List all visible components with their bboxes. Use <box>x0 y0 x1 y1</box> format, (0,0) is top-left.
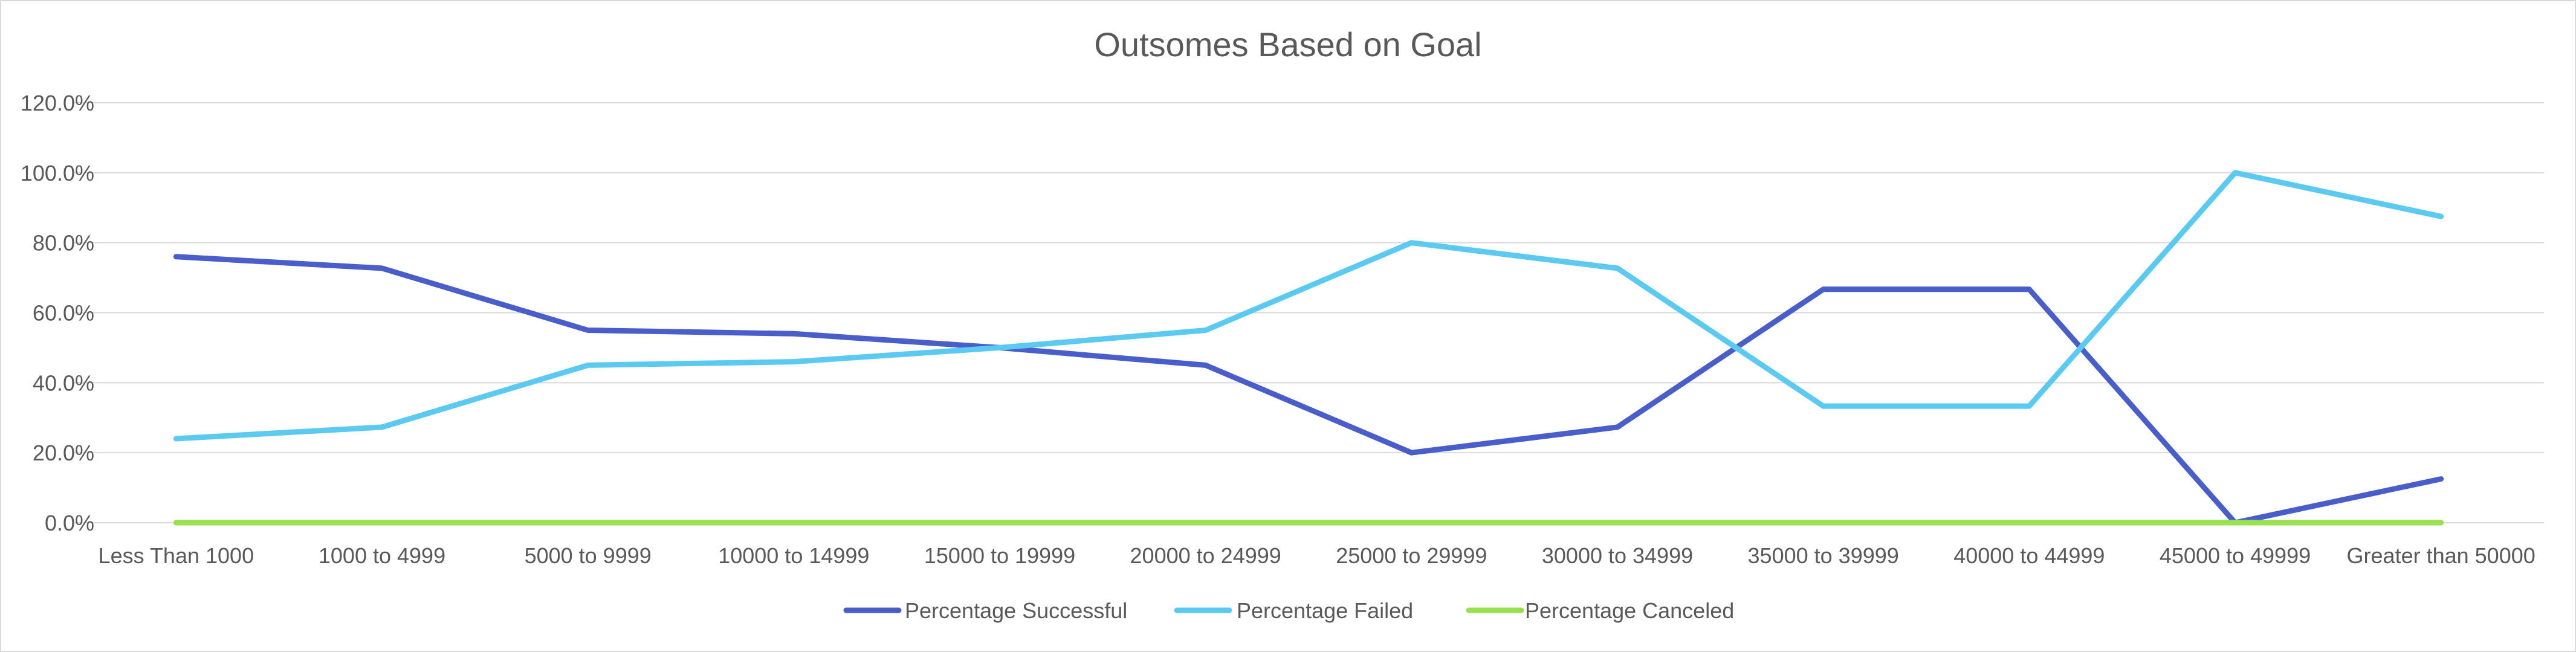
legend-label: Percentage Failed <box>1237 598 1413 623</box>
y-tick-label: 60.0% <box>33 301 94 326</box>
y-tick-label: 20.0% <box>33 441 94 465</box>
x-tick-label: 15000 to 19999 <box>924 543 1075 568</box>
y-axis: 0.0% 20.0% 40.0% 60.0% 80.0% 100.0% 120.0% <box>21 91 94 535</box>
x-tick-label: 20000 to 24999 <box>1130 543 1281 568</box>
x-tick-label: 1000 to 4999 <box>319 543 445 568</box>
x-tick-label: 35000 to 39999 <box>1748 543 1899 568</box>
series-line <box>173 170 2444 442</box>
x-tick-label: Less Than 1000 <box>99 543 254 568</box>
y-tick-label: 0.0% <box>45 511 94 535</box>
y-tick-label: 40.0% <box>33 370 94 395</box>
x-tick-label: 30000 to 34999 <box>1542 543 1693 568</box>
legend-label: Percentage Canceled <box>1525 598 1734 623</box>
x-tick-label: 40000 to 44999 <box>1953 543 2105 568</box>
x-tick-label: Greater than 50000 <box>2347 543 2536 568</box>
series-line <box>173 254 2444 526</box>
gridlines <box>73 102 2544 523</box>
x-tick-label: 45000 to 49999 <box>2160 543 2311 568</box>
chart-title: Outsomes Based on Goal <box>1094 25 1481 63</box>
y-tick-label: 100.0% <box>21 161 94 186</box>
y-tick-label: 120.0% <box>21 91 94 115</box>
x-tick-label: 5000 to 9999 <box>525 543 652 568</box>
series-lines <box>173 170 2444 526</box>
legend: Percentage Successful Percentage Failed Pe… <box>843 598 1734 623</box>
x-tick-label: 25000 to 29999 <box>1336 543 1487 568</box>
y-tick-label: 80.0% <box>33 231 94 256</box>
x-tick-label: 10000 to 14999 <box>718 543 869 568</box>
legend-label: Percentage Successful <box>905 598 1127 623</box>
x-axis: Less Than 1000 1000 to 4999 5000 to 9999 10… <box>99 543 2536 568</box>
